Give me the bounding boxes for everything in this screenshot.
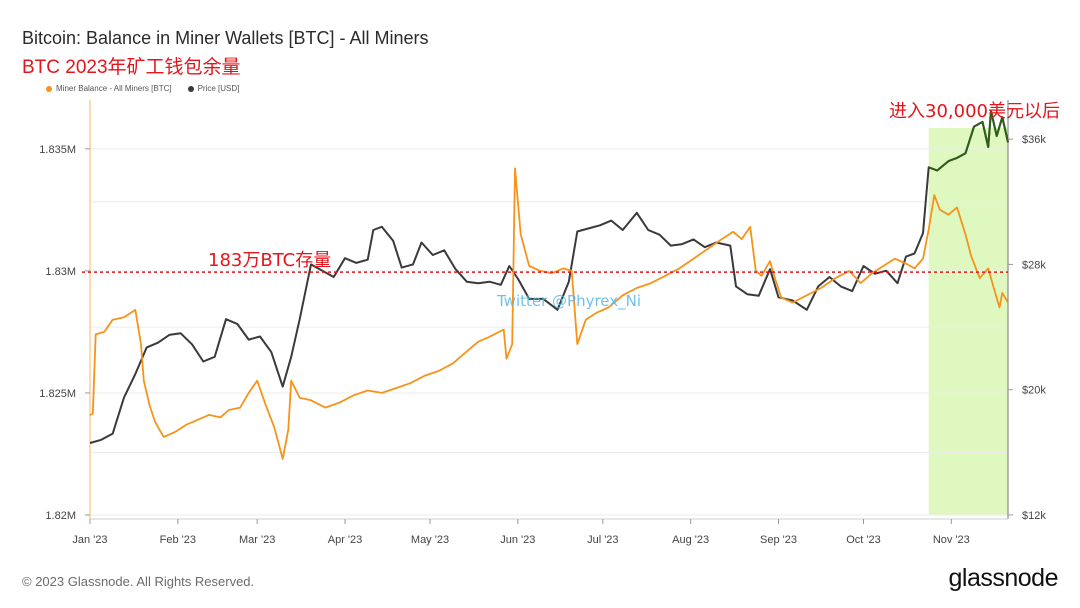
y-right-tick-label: $20k: [1022, 385, 1046, 397]
y-left-tick-label: 1.82M: [45, 510, 76, 522]
legend-label: Price [USD]: [197, 84, 240, 93]
reference-line-label: 183万BTC存量: [208, 250, 331, 271]
price-series-line: [89, 110, 1009, 444]
chart-subtitle: BTC 2023年矿工钱包余量: [22, 57, 241, 78]
highlight-region: [928, 128, 1008, 515]
watermark-text: Twitter @Phyrex_Ni: [496, 292, 641, 311]
copyright-notice: © 2023 Glassnode. All Rights Reserved.: [22, 574, 255, 589]
x-tick-label: Oct '23: [846, 534, 881, 546]
highlight-region-label: 进入30,000美元以后: [889, 101, 1060, 122]
miner-balance-series-line: [89, 167, 1009, 460]
y-left-tick-label: 1.83M: [45, 266, 76, 278]
y-left-tick-label: 1.825M: [39, 388, 76, 400]
legend-dot-icon: [46, 85, 52, 92]
glassnode-logo[interactable]: glassnode: [948, 564, 1059, 592]
y-right-tick-label: $12k: [1022, 510, 1046, 522]
legend: Miner Balance - All Miners [BTC] Price […: [46, 84, 239, 93]
y-right-tick-label: $36k: [1022, 134, 1046, 146]
x-tick-label: Mar '23: [239, 534, 275, 546]
x-tick-label: Aug '23: [672, 534, 709, 546]
legend-item-miner-balance[interactable]: Miner Balance - All Miners [BTC]: [46, 84, 172, 93]
y-left-tick-label: 1.835M: [39, 144, 76, 156]
legend-item-price[interactable]: Price [USD]: [187, 84, 240, 93]
chart-title: Bitcoin: Balance in Miner Wallets [BTC] …: [22, 28, 429, 48]
x-tick-label: Jan '23: [72, 534, 107, 546]
x-tick-label: Nov '23: [933, 534, 970, 546]
x-tick-label: Jul '23: [587, 534, 618, 546]
y-right-tick-label: $28k: [1022, 259, 1046, 271]
x-tick-label: May '23: [411, 534, 449, 546]
legend-dot-icon: [187, 85, 194, 92]
price-series-line-highlighted: [928, 110, 1009, 172]
legend-label: Miner Balance - All Miners [BTC]: [56, 84, 172, 93]
x-tick-label: Feb '23: [160, 534, 196, 546]
x-tick-label: Sep '23: [760, 534, 797, 546]
x-tick-label: Jun '23: [500, 534, 535, 546]
x-tick-label: Apr '23: [328, 534, 363, 546]
